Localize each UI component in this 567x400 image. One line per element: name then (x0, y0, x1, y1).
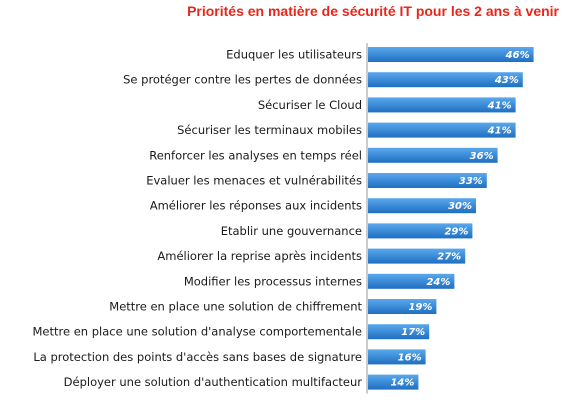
bar (368, 248, 466, 264)
category-label: Se protéger contre les pertes de données (123, 73, 362, 87)
value-label: 16% (398, 352, 422, 363)
category-label: Mettre en place une solution d'analyse c… (32, 325, 362, 339)
bar (368, 122, 516, 138)
value-label: 41% (487, 100, 512, 111)
bar (368, 349, 426, 365)
chart-title: Priorités en matière de sécurité IT pour… (187, 3, 559, 19)
category-label: Sécuriser le Cloud (258, 98, 362, 112)
bar (368, 374, 419, 390)
category-label: Déployer une solution d'authentication m… (64, 375, 363, 389)
bar (368, 147, 498, 163)
value-label: 27% (437, 252, 461, 263)
bars (368, 47, 534, 390)
value-label: 30% (448, 201, 472, 212)
category-label: Améliorer la reprise après incidents (157, 249, 362, 263)
category-label: Sécuriser les terminaux mobiles (177, 123, 362, 137)
value-label: 43% (494, 75, 519, 86)
value-label: 41% (487, 126, 512, 137)
category-label: Evaluer les menaces et vulnérabilités (146, 174, 362, 188)
category-label: Modifier les processus internes (184, 274, 362, 288)
category-label: Etablir une gouvernance (221, 224, 362, 238)
value-label: 17% (401, 327, 425, 338)
value-label: 19% (408, 302, 432, 313)
value-label: 33% (459, 176, 483, 187)
category-label: Renforcer les analyses en temps réel (149, 148, 362, 162)
value-label: 36% (470, 151, 494, 162)
value-label: 24% (426, 277, 450, 288)
value-label: 29% (444, 226, 468, 237)
bar (368, 97, 516, 113)
category-label: Eduquer les utilisateurs (226, 48, 362, 62)
value-label: 46% (505, 50, 530, 61)
category-label: La protection des points d'accès sans ba… (33, 350, 362, 364)
category-label: Mettre en place une solution de chiffrem… (109, 300, 362, 314)
bar (368, 324, 430, 340)
bar (368, 273, 455, 289)
bar (368, 72, 523, 88)
category-label: Améliorer les réponses aux incidents (150, 199, 362, 213)
value-label: 14% (390, 378, 414, 389)
bar (368, 198, 476, 214)
category-labels: Eduquer les utilisateurs Se protéger cont… (32, 48, 362, 390)
bar (368, 299, 437, 314)
bar (368, 173, 487, 188)
bar (368, 47, 534, 62)
bar (368, 223, 473, 239)
value-labels: 46% 43% 41% 41% 36% 33% 30% 29% 27% 24% 19% 17% 16% 1… (390, 50, 529, 389)
